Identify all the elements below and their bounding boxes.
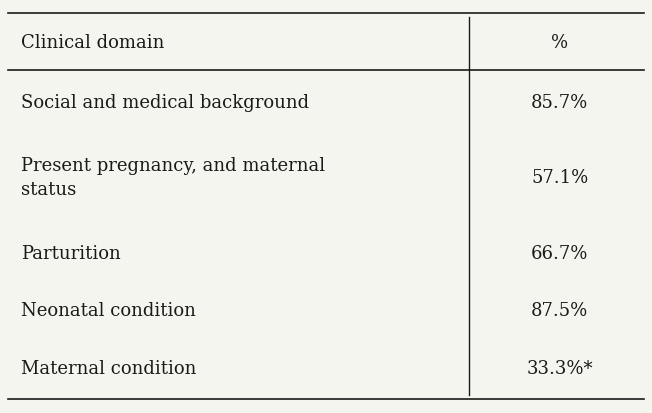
Text: 87.5%: 87.5% xyxy=(531,301,588,320)
Text: Neonatal condition: Neonatal condition xyxy=(21,301,196,320)
Text: Maternal condition: Maternal condition xyxy=(21,359,196,377)
Text: 33.3%*: 33.3%* xyxy=(526,359,593,377)
Text: 57.1%: 57.1% xyxy=(531,169,588,187)
Text: Present pregnancy, and maternal
status: Present pregnancy, and maternal status xyxy=(21,157,325,198)
Text: Clinical domain: Clinical domain xyxy=(21,33,164,52)
Text: Social and medical background: Social and medical background xyxy=(21,93,309,112)
Text: 85.7%: 85.7% xyxy=(531,93,588,112)
Text: %: % xyxy=(551,33,569,52)
Text: 66.7%: 66.7% xyxy=(531,244,588,262)
Text: Parturition: Parturition xyxy=(21,244,121,262)
